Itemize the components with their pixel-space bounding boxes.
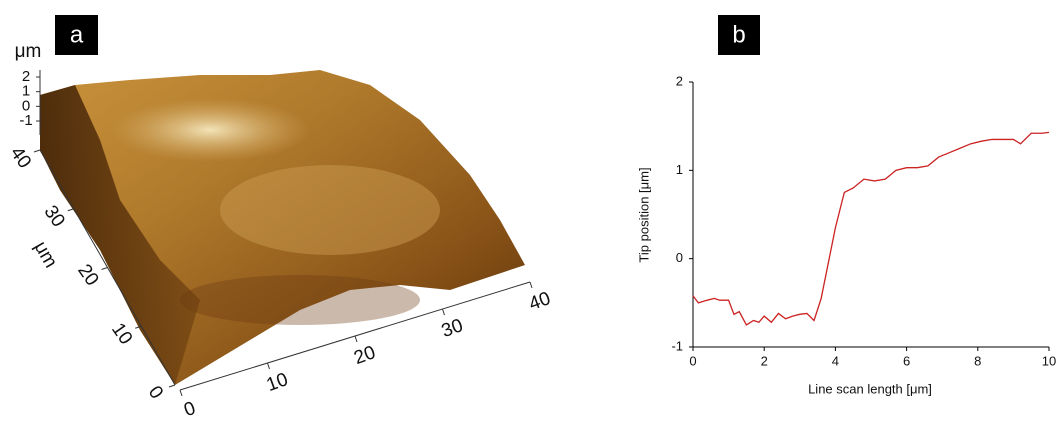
data-line [692,131,1050,326]
panel-label: a [70,21,84,48]
surface-shadow [180,275,420,325]
x-tick-label: 10 [1042,353,1056,368]
panel-label: b [732,21,745,48]
x-tick-label: 4 [832,353,839,368]
y-tick-label: 40 [6,143,35,172]
x-tick-label: 8 [974,353,981,368]
x-axis-label: Line scan length [μm] [808,381,932,396]
x-tick-label: 6 [903,353,910,368]
y-tick [168,384,176,388]
x-tick [267,362,270,370]
y-tick-label: 10 [107,319,136,348]
y-tick [33,149,41,153]
x-tick [354,335,358,343]
x-tick [529,281,533,289]
y-tick [67,208,74,212]
surface-side [40,85,200,385]
surface-render [40,70,525,385]
y-tick-label: 0 [144,382,167,403]
y-axis-label: Tip position [μm] [636,167,651,262]
x-tick-label: 30 [439,315,466,342]
y-tick [135,325,142,329]
z-axis-label: μm [15,41,42,62]
x-tick-label: 0 [181,398,198,421]
z-tick-label: 0 [22,97,30,114]
y-tick-label: 2 [676,73,683,88]
surface-highlight [110,98,310,162]
y-axis-label: μm [30,238,62,272]
x-tick [179,389,183,397]
y-tick-label: 30 [39,202,68,231]
x-tick [442,308,445,316]
z-tick-label: 1 [22,83,30,100]
x-tick-label: 20 [351,342,378,369]
panel-label-box [718,15,760,55]
z-tick-label: -1 [19,112,32,129]
y-tick-label: 1 [676,162,683,177]
y-tick [101,267,108,270]
surface-highlight [220,165,440,255]
panel-label-box [55,15,98,55]
y-tick-label: 20 [73,261,102,290]
x-tick-label: 10 [264,369,291,396]
x-tick-label: 2 [761,353,768,368]
x-tick-label: 40 [526,288,553,315]
x-tick-label: 0 [689,353,696,368]
z-tick-label: 2 [22,68,30,85]
y-tick-label: 0 [676,250,683,265]
y-tick-label: -1 [671,338,683,353]
